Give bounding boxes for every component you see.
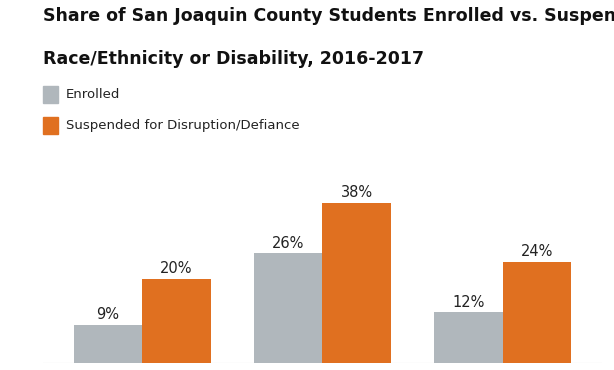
Text: Enrolled: Enrolled (66, 88, 120, 101)
Text: 24%: 24% (521, 244, 553, 259)
Bar (142, 279, 211, 363)
Bar (74, 325, 142, 363)
Bar (434, 312, 503, 363)
Text: 20%: 20% (160, 261, 193, 276)
Bar (322, 203, 391, 363)
Text: 9%: 9% (96, 307, 119, 322)
Text: 12%: 12% (452, 295, 484, 310)
Text: Suspended for Disruption/Defiance: Suspended for Disruption/Defiance (66, 119, 299, 132)
Bar (254, 253, 322, 363)
Text: Share of San Joaquin County Students Enrolled vs. Suspended for Defiance by: Share of San Joaquin County Students Enr… (43, 7, 614, 26)
Bar (503, 262, 571, 363)
Text: 26%: 26% (272, 236, 305, 251)
Text: Race/Ethnicity or Disability, 2016-2017: Race/Ethnicity or Disability, 2016-2017 (43, 50, 424, 68)
Text: 38%: 38% (341, 185, 373, 200)
